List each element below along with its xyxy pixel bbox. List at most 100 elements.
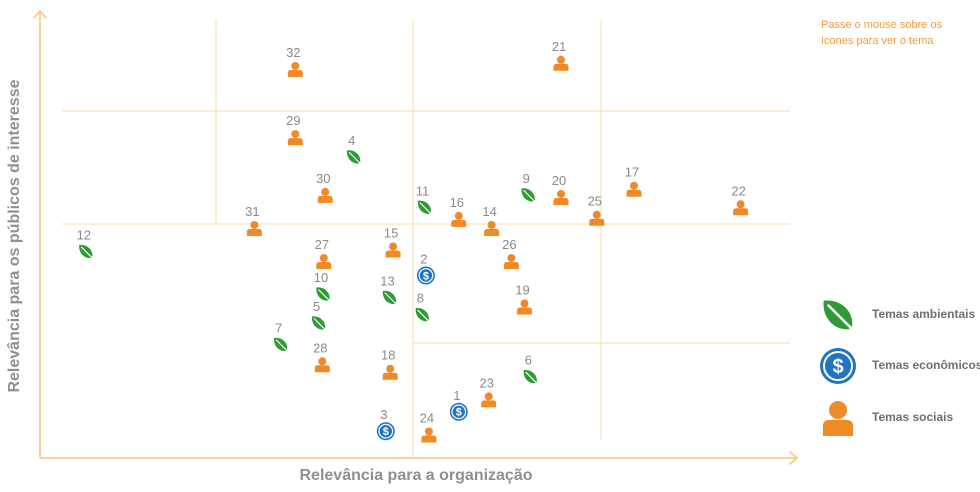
data-point[interactable]: 32 [286, 45, 303, 77]
legend-label: Temas ambientais [872, 307, 976, 321]
hover-hint: Passe o mouse sobre os ícones para ver o… [821, 19, 943, 47]
data-point-label: 7 [275, 320, 282, 335]
dollar-icon[interactable]: $ [376, 422, 395, 441]
data-point[interactable]: 27 [315, 237, 332, 269]
data-point[interactable]: 2$ [416, 252, 435, 285]
person-icon[interactable] [626, 181, 642, 197]
data-point[interactable]: 17 [625, 165, 642, 197]
leaf-icon[interactable] [313, 284, 334, 305]
dollar-icon: $ [820, 348, 856, 384]
data-point-label: 32 [286, 45, 300, 60]
data-point-label: 20 [552, 173, 566, 188]
data-point[interactable]: 6 [520, 353, 541, 388]
data-point-label: 30 [316, 171, 330, 186]
person-icon[interactable] [503, 254, 519, 269]
legend-item-ambiental: Temas ambientais [816, 293, 980, 339]
data-point-label: 14 [482, 204, 496, 219]
person-icon[interactable] [317, 187, 333, 203]
person-icon[interactable] [385, 242, 401, 258]
data-point[interactable]: 31 [245, 204, 262, 236]
data-point[interactable]: 22 [731, 183, 749, 216]
data-point[interactable]: 23 [479, 375, 497, 408]
leaf-icon[interactable] [520, 367, 541, 388]
data-point[interactable]: 26 [502, 237, 519, 269]
person-icon[interactable] [382, 364, 398, 380]
grid-lines [62, 20, 790, 456]
person-icon[interactable] [246, 221, 262, 236]
data-point[interactable]: 1$ [449, 388, 468, 421]
leaf-icon[interactable] [380, 287, 401, 308]
data-point-label: 31 [245, 204, 259, 219]
data-point[interactable]: 13 [380, 273, 401, 308]
person-icon[interactable] [517, 299, 532, 315]
data-point[interactable]: 29 [286, 113, 303, 146]
data-point-label: 18 [381, 348, 395, 363]
data-point-label: 2 [420, 252, 427, 267]
leaf-icon[interactable] [412, 305, 433, 326]
person-icon[interactable] [421, 427, 437, 443]
dollar-icon[interactable]: $ [416, 266, 435, 285]
data-point[interactable]: 15 [384, 226, 401, 258]
data-point[interactable]: 8 [412, 291, 433, 326]
data-point-label: 16 [450, 195, 464, 210]
data-point[interactable]: 21 [552, 39, 569, 71]
y-axis-label-container: Relevância para os públicos de interesse [0, 0, 30, 492]
data-point[interactable]: 14 [482, 204, 500, 236]
x-axis-label: Relevância para a organização [299, 467, 533, 484]
data-point-label: 15 [384, 226, 398, 241]
person-icon[interactable] [287, 62, 303, 77]
data-point[interactable]: 12 [76, 228, 97, 263]
leaf-icon[interactable] [309, 313, 330, 334]
svg-text:$: $ [383, 426, 389, 438]
leaf-icon[interactable] [76, 242, 97, 263]
person-icon[interactable] [451, 211, 467, 227]
dollar-icon[interactable]: $ [449, 402, 468, 421]
data-point[interactable]: 7 [271, 320, 292, 355]
data-point-label: 4 [348, 133, 355, 148]
person-icon[interactable] [484, 221, 500, 236]
person-icon[interactable] [553, 190, 569, 205]
data-point-label: 29 [286, 113, 300, 128]
data-point-label: 12 [77, 228, 91, 243]
leaf-icon[interactable] [518, 185, 539, 206]
data-point[interactable]: 24 [420, 411, 437, 443]
legend-label: Temas econômicos [872, 358, 980, 372]
data-point[interactable]: 25 [588, 194, 605, 226]
y-axis-arrow [33, 10, 47, 19]
data-point-label: 13 [380, 273, 394, 288]
data-point[interactable]: 10 [313, 270, 334, 305]
legend-label: Temas sociais [872, 410, 954, 424]
person-icon[interactable] [316, 254, 332, 269]
person-icon[interactable] [314, 357, 330, 373]
data-point[interactable]: 18 [381, 348, 398, 380]
data-point[interactable]: 28 [313, 340, 330, 373]
data-point-label: 3 [380, 407, 387, 422]
data-point[interactable]: 4 [344, 133, 365, 168]
data-point-label: 17 [625, 165, 639, 180]
person-icon[interactable] [553, 55, 569, 71]
person-icon[interactable] [589, 210, 605, 226]
data-point[interactable]: 11 [415, 183, 436, 218]
legend-item-economico: $ Temas econômicos [816, 344, 980, 390]
person-icon[interactable] [733, 200, 749, 216]
data-point-label: 22 [731, 183, 745, 198]
person-icon[interactable] [481, 392, 497, 408]
data-point-label: 25 [588, 194, 602, 209]
data-point-label: 10 [314, 270, 328, 285]
y-axis-label: Relevância para os públicos de interesse [6, 79, 23, 393]
data-point[interactable]: 5 [309, 299, 330, 334]
data-point-label: 28 [313, 340, 327, 355]
leaf-icon[interactable] [344, 147, 365, 168]
data-point[interactable]: 16 [450, 195, 467, 227]
data-point[interactable]: 19 [515, 283, 532, 315]
axes [33, 10, 798, 465]
person-icon[interactable] [287, 130, 303, 146]
data-point[interactable]: 3$ [376, 407, 395, 441]
data-point[interactable]: 30 [316, 171, 333, 203]
data-point[interactable]: 20 [552, 173, 569, 205]
leaf-icon[interactable] [271, 334, 292, 355]
leaf-icon[interactable] [415, 197, 436, 218]
data-point[interactable]: 9 [518, 171, 539, 206]
person-icon [823, 401, 853, 436]
svg-text:$: $ [423, 270, 429, 282]
